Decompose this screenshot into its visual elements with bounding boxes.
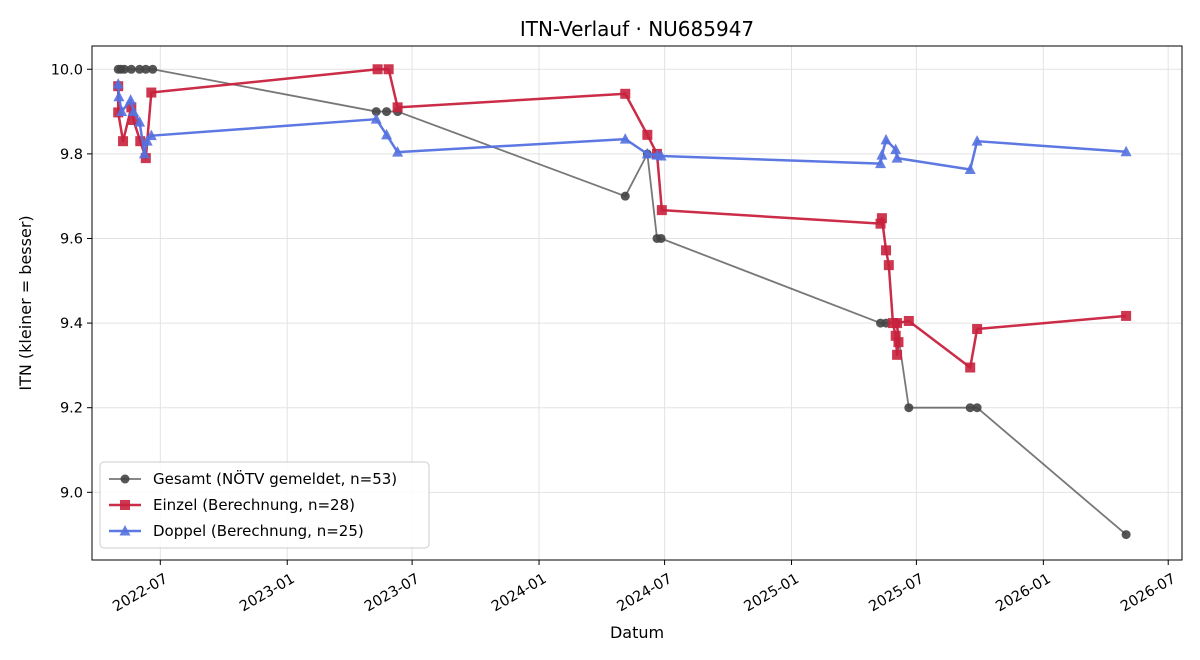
legend-marker-einzel [120,500,130,510]
data-point-gesamt [904,403,914,413]
data-point-doppel [112,78,124,89]
y-tick-label: 9.4 [60,316,83,332]
series-gesamt [113,64,1131,540]
data-series [112,64,1132,540]
legend-label-doppel: Doppel (Berechnung, n=25) [153,522,364,540]
data-point-einzel [383,64,394,75]
data-point-einzel [118,136,129,147]
data-point-einzel [965,362,976,373]
data-point-einzel [893,337,904,348]
data-point-einzel [876,213,887,224]
legend-label-einzel: Einzel (Berechnung, n=28) [153,496,355,514]
data-point-einzel [620,88,631,99]
x-tick-label: 2024-07 [615,571,675,615]
y-tick-label: 9.0 [60,485,83,501]
y-tick-label: 9.8 [60,147,83,163]
legend-label-gesamt: Gesamt (NÖTV gemeldet, n=53) [153,469,397,488]
data-point-gesamt [382,107,392,117]
data-point-doppel [392,146,404,157]
data-point-doppel [876,149,888,160]
data-point-einzel [128,115,139,126]
data-point-gesamt [1121,530,1131,540]
data-point-doppel [127,105,139,117]
data-point-doppel [964,163,976,175]
data-point-gesamt [620,191,630,201]
series-einzel [113,64,1132,373]
data-point-doppel [116,105,128,117]
x-tick-label: 2026-07 [1118,571,1178,615]
x-tick-label: 2025-07 [866,571,926,615]
data-point-doppel [891,152,903,163]
x-tick-label: 2026-01 [993,571,1053,615]
data-point-doppel [113,90,125,102]
data-point-gesamt [972,403,982,413]
data-point-einzel [972,324,983,335]
data-point-gesamt [148,64,158,74]
data-point-doppel [880,133,892,145]
data-point-gesamt [135,64,145,74]
data-point-gesamt [126,64,136,74]
data-point-doppel [971,135,983,146]
data-point-gesamt [371,107,381,117]
data-point-doppel [125,94,137,105]
data-point-doppel [890,143,902,155]
x-tick-label: 2023-07 [362,571,422,615]
data-point-doppel [138,147,150,159]
data-point-einzel [135,136,146,147]
data-point-einzel [875,218,886,229]
series-doppel [112,78,1132,175]
grid-lines [92,46,1182,560]
data-point-doppel [381,128,393,140]
data-point-doppel [875,157,887,169]
data-point-gesamt [119,64,129,74]
data-point-doppel [655,149,667,161]
data-point-einzel [392,102,403,113]
data-point-einzel [890,330,901,341]
chart-title: ITN-Verlauf · NU685947 [520,17,754,41]
data-point-gesamt [656,233,666,243]
data-point-einzel [642,129,653,140]
data-point-doppel [134,116,146,127]
y-tick-label: 10.0 [51,62,83,78]
y-axis-label: ITN (kleiner = besser) [16,215,35,390]
data-point-einzel [656,205,667,216]
data-point-einzel [892,318,903,329]
data-point-einzel [903,315,914,326]
data-point-doppel [619,133,631,144]
legend-marker-gesamt [120,474,130,484]
legend: Gesamt (NÖTV gemeldet, n=53) Einzel (Bere… [99,461,430,549]
y-tick-label: 9.6 [60,231,83,247]
x-tick-label: 2025-01 [741,571,801,615]
data-point-einzel [881,245,892,256]
x-tick-label: 2022-07 [110,571,170,615]
x-tick-label: 2024-01 [489,571,549,615]
data-point-einzel [372,64,383,75]
data-point-doppel [1120,145,1132,157]
data-point-einzel [883,260,894,271]
plot-frame [91,45,1183,561]
x-axis-label: Datum [610,623,664,642]
data-point-einzel [892,349,903,360]
x-tick-label: 2023-01 [237,571,297,615]
data-point-doppel [370,113,382,124]
legend-marker-doppel [119,525,131,536]
legend-box [99,461,430,549]
data-point-einzel [1121,310,1132,321]
data-point-doppel [145,129,157,141]
data-point-gesamt [965,403,975,413]
data-point-doppel [141,135,153,146]
data-point-einzel [146,87,157,98]
data-point-doppel [641,147,653,159]
data-point-gesamt [141,64,151,74]
y-tick-label: 9.2 [60,401,83,417]
